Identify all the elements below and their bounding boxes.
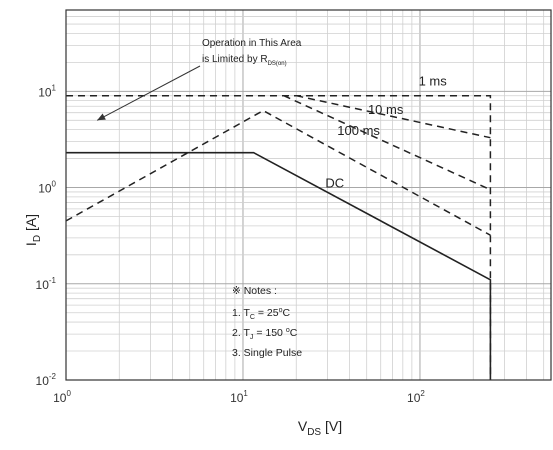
note-item-2: 2. TJ = 150 oC xyxy=(232,327,298,341)
y-tick-label: 10-2 xyxy=(36,372,57,388)
notes-box: ※ Notes : 1. TC = 25oC 2. TJ = 150 oC 3.… xyxy=(232,285,302,359)
series-line-10-ms xyxy=(283,95,491,191)
annotation-arrowhead xyxy=(97,113,106,121)
annotation-line-2: is Limited by RDS(on) xyxy=(202,54,287,67)
annotation-line-1: Operation in This Area xyxy=(202,38,302,49)
note-item-1: 1. TC = 25oC xyxy=(232,307,291,321)
plot-area xyxy=(66,10,551,380)
series-label: DC xyxy=(325,176,344,191)
series-label: 10 ms xyxy=(368,102,404,117)
x-tick-label: 100 xyxy=(53,389,71,405)
y-tick-label: 10-1 xyxy=(36,276,57,292)
plot-frame xyxy=(65,9,552,381)
series-label: 1 ms xyxy=(419,73,448,88)
x-tick-label: 101 xyxy=(230,389,248,405)
series-line-dc xyxy=(66,151,492,380)
series-group: DC 100 ms 10 ms 1 ms xyxy=(65,73,492,380)
grid xyxy=(65,9,551,381)
note-item-3: 3. Single Pulse xyxy=(232,347,302,359)
annotation-arrow xyxy=(96,65,201,121)
y-axis-label: ID [A] xyxy=(23,214,43,246)
y-tick-label: 101 xyxy=(38,83,56,99)
x-tick-label: 102 xyxy=(407,389,425,405)
series-line-limit xyxy=(66,94,492,380)
notes-title: ※ Notes : xyxy=(232,285,277,297)
series-label: 100 ms xyxy=(337,123,380,138)
tick-labels: 100 101 102 10-2 10-1 100 101 xyxy=(36,83,426,405)
y-tick-label: 100 xyxy=(38,180,56,196)
x-axis-label: VDS [V] xyxy=(298,418,342,438)
rdson-annotation: Operation in This Area is Limited by RDS… xyxy=(96,38,302,121)
series-line-100-ms xyxy=(65,109,491,236)
series-line-1-ms xyxy=(296,94,491,139)
